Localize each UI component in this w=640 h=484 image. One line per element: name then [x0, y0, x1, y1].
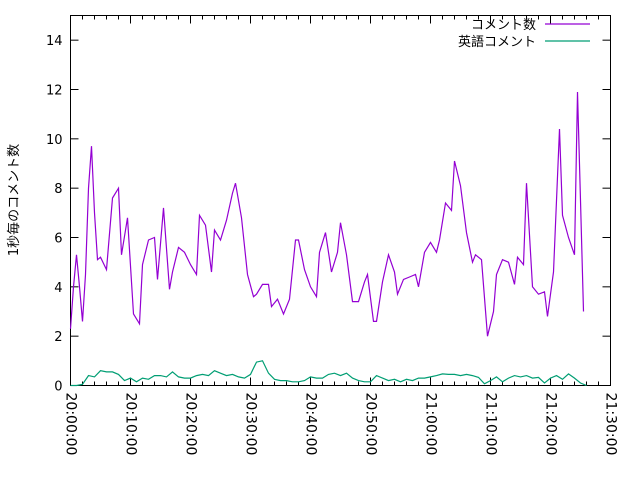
- series-line-1: [70, 360, 587, 387]
- x-tick-label: 20:10:00: [123, 393, 139, 456]
- y-tick-label: 0: [54, 380, 62, 395]
- x-tick-label: 21:30:00: [603, 393, 619, 456]
- y-tick-label: 10: [46, 133, 63, 148]
- y-tick-label: 4: [54, 281, 62, 296]
- series-line-0: [69, 91, 585, 337]
- plot-frame: [70, 15, 611, 386]
- x-tick-label: 20:50:00: [363, 393, 379, 456]
- x-tick-label: 20:00:00: [63, 393, 79, 456]
- x-tick-label: 20:40:00: [303, 393, 319, 456]
- x-tick-label: 21:10:00: [483, 393, 499, 456]
- y-axis-label: 1秒毎のコメント数: [6, 144, 22, 256]
- x-axis: 20:00:00 20:10:00 20:20:00 20:30:00 20:40:00…: [63, 15, 619, 456]
- y-tick-label: 2: [54, 330, 62, 345]
- x-tick-label: 21:20:00: [543, 393, 559, 456]
- y-tick-label: 6: [54, 232, 62, 247]
- y-tick-label: 8: [54, 182, 62, 197]
- series-group: [69, 91, 587, 387]
- x-tick-label: 20:30:00: [243, 393, 259, 456]
- y-axis: 0 2 4 6 8 10 12 14: [46, 34, 611, 395]
- x-tick-label: 20:20:00: [183, 393, 199, 456]
- x-tick-label: 21:00:00: [423, 393, 439, 456]
- y-tick-label: 12: [46, 84, 63, 99]
- y-tick-label: 14: [46, 34, 63, 49]
- legend-label: 英語コメント: [458, 34, 536, 50]
- legend-label: コメント数: [471, 18, 536, 33]
